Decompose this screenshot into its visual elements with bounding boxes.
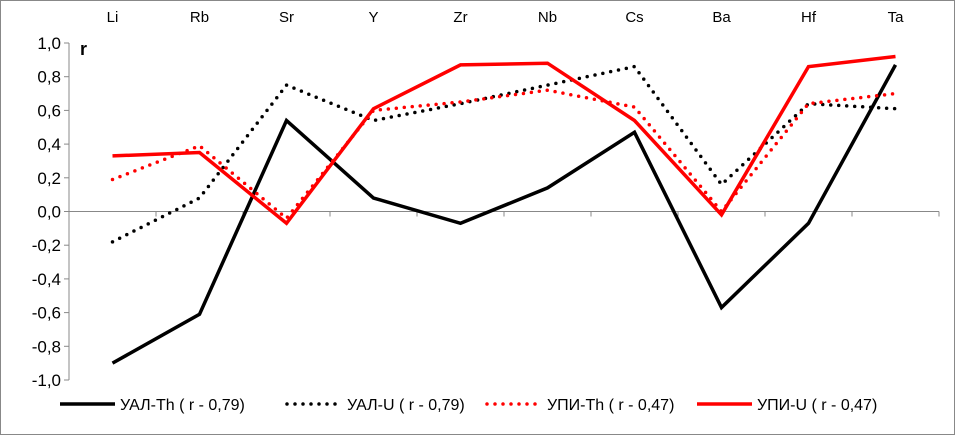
legend-label: УАЛ-U ( r - 0,79) (347, 397, 465, 414)
y-tick-label: -1,0 (32, 371, 61, 390)
y-axis-label: r (80, 39, 87, 59)
category-label: Zr (453, 9, 467, 26)
series-line (111, 64, 898, 365)
category-label: Ta (888, 9, 905, 26)
category-label: Nb (538, 9, 557, 26)
y-tick-label: 0,8 (37, 68, 61, 87)
series-line (112, 54, 896, 226)
category-label: Sr (279, 9, 294, 26)
legend-item: УАЛ-U ( r - 0,79) (285, 397, 465, 414)
y-tick-label: -0,4 (32, 270, 61, 289)
y-tick-label: -0,2 (32, 236, 61, 255)
category-label: Cs (625, 9, 643, 26)
category-label: Hf (801, 9, 817, 26)
series-line (110, 88, 898, 221)
legend-label: УПИ-U ( r - 0,47) (757, 397, 877, 414)
y-tick-label: 0,2 (37, 169, 61, 188)
category-label: Y (368, 9, 378, 26)
legend-item: УПИ-U ( r - 0,47) (697, 397, 877, 414)
legend-label: УПИ-Th ( r - 0,47) (547, 397, 674, 414)
y-tick-label: -0,8 (32, 337, 61, 356)
y-tick-label: 1,0 (37, 34, 61, 53)
y-tick-label: 0,0 (37, 203, 61, 222)
y-tick-label: 0,4 (37, 135, 61, 154)
category-label: Ba (712, 9, 731, 26)
legend-item: УАЛ-Th ( r - 0,79) (60, 397, 245, 414)
category-label: Li (107, 9, 119, 26)
category-label: Rb (190, 9, 209, 26)
legend-label: УАЛ-Th ( r - 0,79) (120, 397, 245, 414)
y-tick-label: 0,6 (37, 101, 61, 120)
y-tick-label: -0,6 (32, 304, 61, 323)
legend-item: УПИ-Th ( r - 0,47) (485, 397, 674, 414)
